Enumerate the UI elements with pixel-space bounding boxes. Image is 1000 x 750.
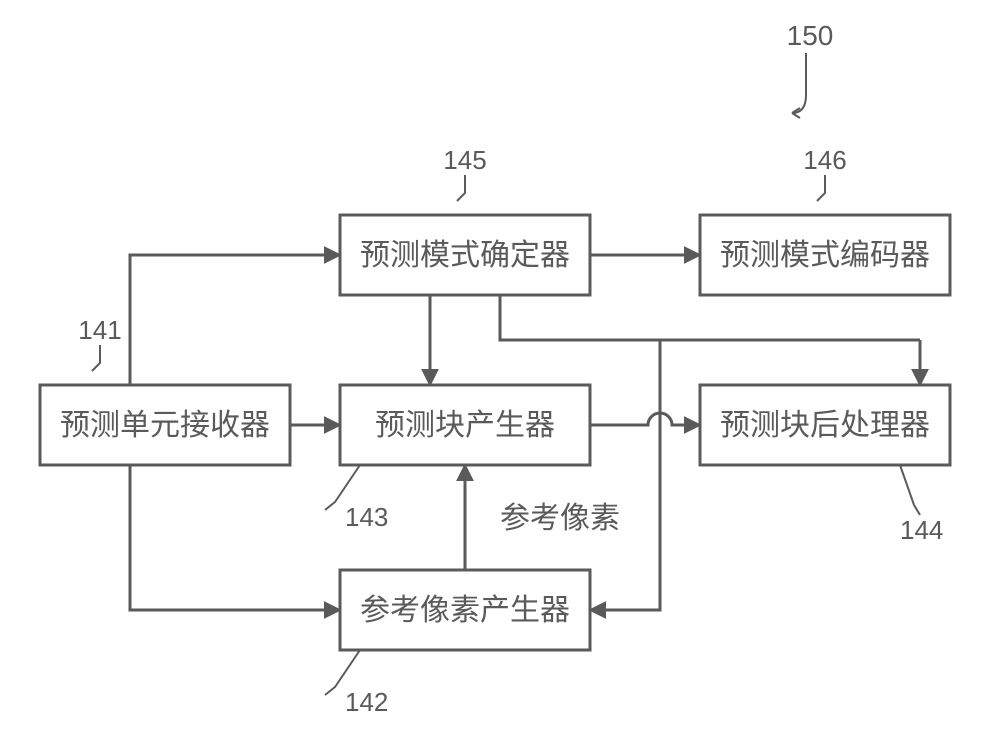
node-n146: 预测模式编码器 146 [700,145,950,295]
ref-label: 142 [345,687,388,717]
node-n144: 预测块后处理器 144 [700,385,950,545]
ref-label: 146 [803,145,846,175]
edge [130,255,340,385]
node-label: 预测模式确定器 [360,239,570,272]
figure-ref-hook [792,53,806,113]
figure-ref-label: 150 [787,20,834,51]
node-label: 预测块产生器 [375,409,555,442]
node-n142: 参考像素产生器 142 [325,570,590,717]
ref-label: 141 [78,315,121,345]
node-label: 预测模式编码器 [720,239,930,272]
edge [590,340,660,610]
edge [500,295,920,340]
ref-leader [457,175,465,201]
ref-label: 145 [443,145,486,175]
nodes-group: 预测单元接收器 141 预测模式确定器 145 预测模式编码器 146 预测块产生器 143 预… [40,145,950,717]
node-label: 参考像素产生器 [360,594,570,627]
edge-hop [590,413,700,425]
ref-label: 143 [345,502,388,532]
node-n145: 预测模式确定器 145 [340,145,590,295]
node-label: 预测块后处理器 [720,409,930,442]
edge-label-ref-pixel: 参考像素 [500,502,620,535]
ref-label: 144 [900,515,943,545]
node-label: 预测单元接收器 [60,409,270,442]
edge [130,465,340,610]
ref-leader [900,465,920,515]
node-n141: 预测单元接收器 141 [40,315,290,465]
ref-leader [817,175,825,201]
ref-leader [92,345,100,371]
